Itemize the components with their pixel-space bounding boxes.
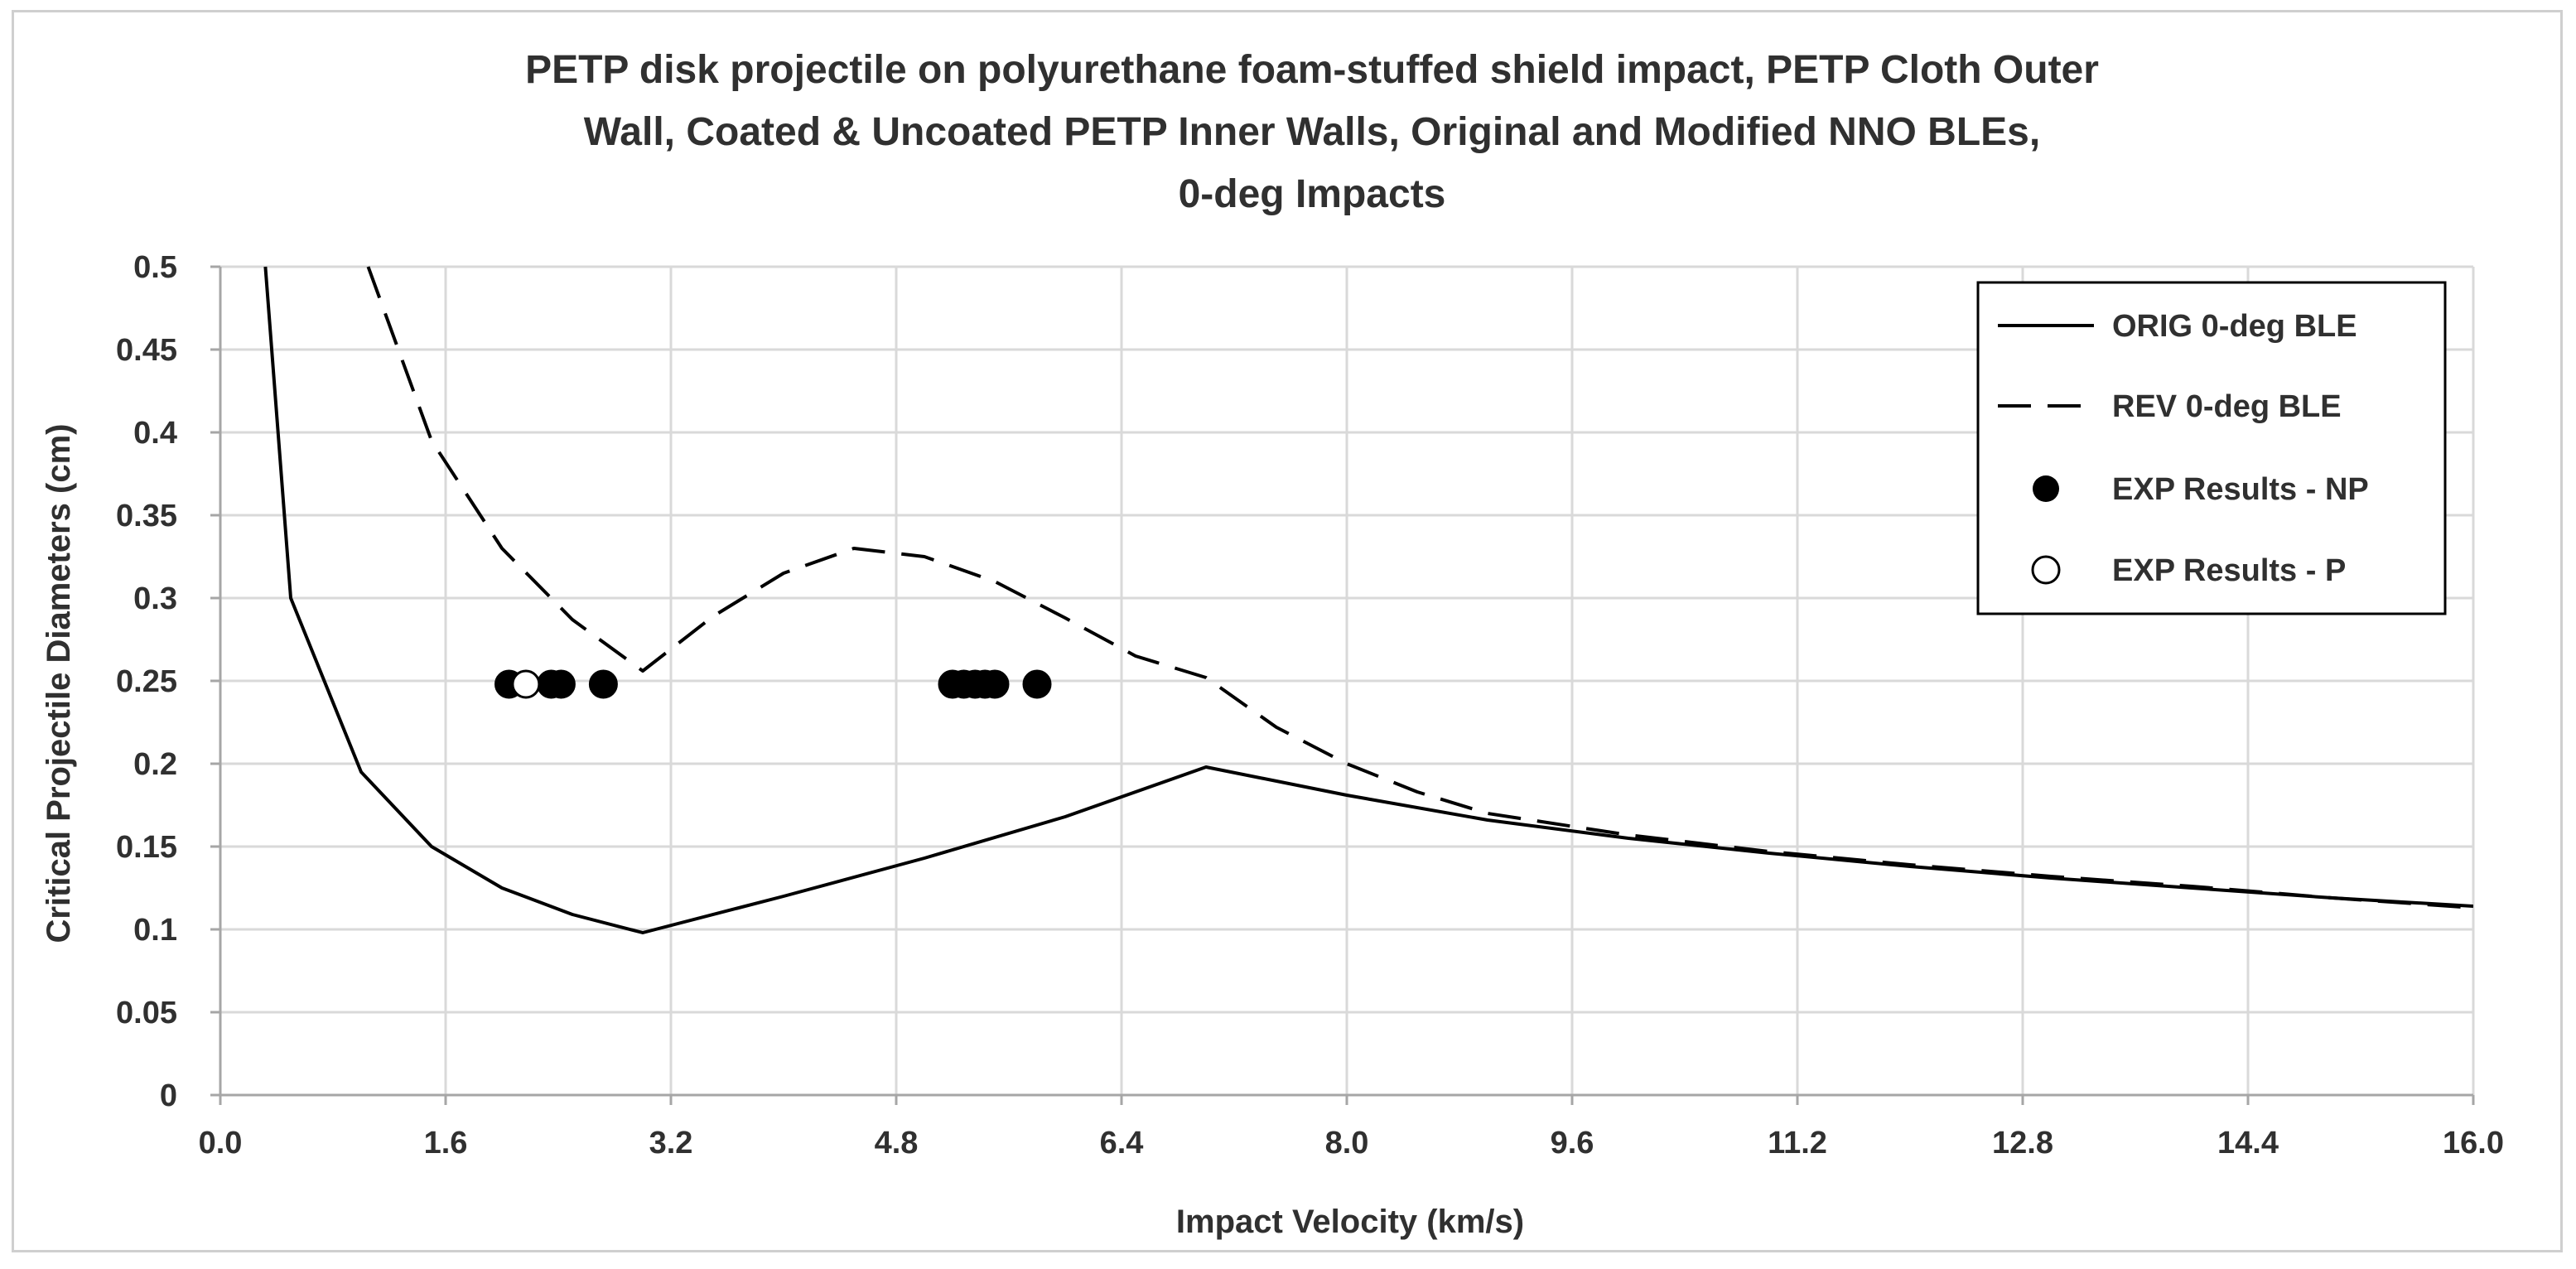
axes <box>210 265 2475 1105</box>
x-tick-label: 14.4 <box>2217 1126 2279 1160</box>
x-tick-label: 9.6 <box>1551 1126 1594 1160</box>
x-tick-label: 6.4 <box>1100 1126 1144 1160</box>
x-tick-label: 1.6 <box>424 1126 468 1160</box>
exp-point-np <box>546 669 576 699</box>
tick-labels: 0.0 1.6 3.2 4.8 6.4 8.0 9.6 11.2 12.8 14.4 16.0 0 0.… <box>116 250 2504 1160</box>
orig-ble-line <box>263 266 2473 934</box>
chart-title-line-1: PETP disk projectile on polyurethane foa… <box>525 48 2099 92</box>
y-tick-label: 0.05 <box>116 996 177 1030</box>
x-axis-title: Impact Velocity (km/s) <box>1176 1204 1524 1240</box>
y-tick-label: 0.4 <box>133 416 177 451</box>
y-tick-label: 0.15 <box>116 830 177 865</box>
y-tick-label: 0.45 <box>116 333 177 368</box>
rev-ble-line <box>366 266 2473 910</box>
exp-point-np <box>588 669 618 699</box>
y-tick-label: 0.35 <box>116 499 177 533</box>
y-tick-label: 0.3 <box>133 581 177 616</box>
exp-point-np <box>1022 669 1052 699</box>
y-tick-label: 0.25 <box>116 664 177 699</box>
x-tick-label: 11.2 <box>1768 1126 1827 1160</box>
chart-title-line-2: Wall, Coated & Uncoated PETP Inner Walls… <box>584 110 2040 154</box>
legend-label-rev: REV 0-deg BLE <box>2112 389 2342 424</box>
exp-point-p <box>511 669 541 699</box>
data-markers <box>494 669 1052 699</box>
legend-label-p: EXP Results - P <box>2112 553 2346 588</box>
legend-box <box>1976 281 2447 615</box>
chart-title-line-3: 0-deg Impacts <box>1179 172 1446 216</box>
y-tick-label: 0.5 <box>133 250 177 285</box>
legend: ORIG 0-deg BLE REV 0-deg BLE EXP Results… <box>1976 281 2447 615</box>
x-tick-label: 4.8 <box>875 1126 919 1160</box>
x-tick-label: 12.8 <box>1992 1126 2053 1160</box>
x-tick-label: 8.0 <box>1325 1126 1369 1160</box>
x-tick-label: 0.0 <box>199 1126 243 1160</box>
y-axis-title: Critical Projectile Diameters (cm) <box>41 424 77 943</box>
y-tick-label: 0.2 <box>133 747 177 782</box>
series <box>263 266 2473 934</box>
legend-label-np: EXP Results - NP <box>2112 472 2369 507</box>
exp-point-np <box>980 669 1010 699</box>
legend-marker-np <box>2033 475 2059 502</box>
legend-marker-p <box>2031 555 2061 585</box>
legend-label-orig: ORIG 0-deg BLE <box>2112 309 2357 344</box>
x-tick-label: 3.2 <box>649 1126 693 1160</box>
x-tick-label: 16.0 <box>2443 1126 2504 1160</box>
y-tick-label: 0.1 <box>133 913 177 948</box>
y-tick-label: 0 <box>160 1078 177 1113</box>
chart-frame <box>12 10 2563 1252</box>
